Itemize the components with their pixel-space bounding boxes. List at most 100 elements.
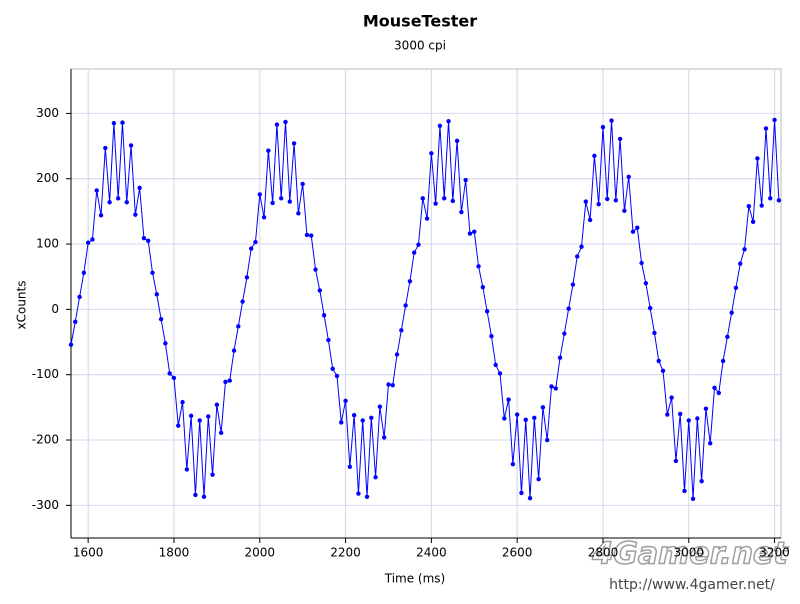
data-point bbox=[738, 261, 743, 266]
data-point bbox=[309, 233, 314, 238]
data-point bbox=[291, 141, 297, 146]
data-point bbox=[218, 430, 224, 436]
data-point bbox=[587, 217, 593, 223]
data-point bbox=[343, 398, 348, 404]
y-tick-label: -200 bbox=[32, 433, 59, 447]
data-point bbox=[759, 203, 764, 208]
data-point bbox=[163, 341, 168, 346]
data-point bbox=[128, 143, 134, 148]
data-point bbox=[266, 148, 271, 153]
data-point bbox=[613, 198, 619, 203]
data-point bbox=[750, 219, 756, 225]
data-point bbox=[424, 216, 430, 221]
data-point bbox=[630, 229, 636, 234]
data-point bbox=[188, 413, 194, 419]
data-point bbox=[703, 406, 709, 411]
data-point bbox=[158, 316, 164, 322]
data-point bbox=[77, 294, 82, 300]
data-point bbox=[712, 385, 717, 390]
data-point bbox=[755, 156, 760, 161]
data-point bbox=[669, 395, 674, 400]
watermark-logo: 4Gamer.net bbox=[591, 537, 789, 572]
data-point bbox=[708, 441, 713, 446]
data-point bbox=[433, 201, 438, 206]
data-point bbox=[270, 200, 275, 206]
x-axis-label: Time (ms) bbox=[384, 572, 446, 586]
data-point bbox=[622, 208, 627, 213]
data-point bbox=[103, 145, 108, 151]
data-point bbox=[381, 435, 387, 440]
data-point bbox=[484, 309, 490, 314]
data-point bbox=[656, 358, 661, 364]
data-point bbox=[201, 494, 207, 500]
y-tick-label: 300 bbox=[36, 106, 59, 120]
data-point bbox=[699, 478, 704, 484]
data-point bbox=[351, 412, 357, 418]
data-point bbox=[583, 199, 589, 204]
x-tick-label: 1800 bbox=[159, 546, 190, 560]
data-point bbox=[467, 231, 473, 236]
data-point bbox=[214, 402, 220, 407]
data-point bbox=[313, 267, 318, 272]
data-point bbox=[210, 472, 215, 477]
data-point bbox=[695, 416, 700, 421]
data-point bbox=[171, 375, 177, 381]
x-tick-label: 2000 bbox=[244, 546, 275, 560]
data-point bbox=[248, 246, 254, 251]
data-point bbox=[317, 288, 323, 293]
data-point bbox=[133, 212, 138, 217]
data-point bbox=[137, 185, 142, 191]
data-point bbox=[626, 174, 631, 179]
data-point bbox=[605, 196, 610, 202]
data-point bbox=[763, 126, 769, 131]
data-point bbox=[742, 247, 747, 252]
data-point bbox=[536, 477, 541, 482]
data-point bbox=[360, 418, 365, 423]
data-point bbox=[394, 352, 400, 357]
data-point bbox=[120, 120, 125, 125]
data-point bbox=[180, 399, 185, 405]
data-point bbox=[566, 306, 571, 311]
data-point bbox=[493, 362, 498, 368]
data-point bbox=[167, 371, 172, 376]
data-point bbox=[639, 260, 644, 266]
data-point bbox=[364, 494, 370, 500]
data-point bbox=[446, 119, 451, 124]
data-point bbox=[480, 284, 486, 290]
y-axis-label: xCounts bbox=[15, 281, 29, 330]
data-point bbox=[677, 411, 683, 417]
data-point bbox=[437, 123, 443, 129]
data-point bbox=[386, 382, 391, 387]
data-point bbox=[506, 397, 511, 402]
data-point bbox=[442, 196, 447, 201]
data-point bbox=[450, 198, 456, 204]
y-tick-label: -100 bbox=[32, 367, 59, 381]
data-point bbox=[407, 279, 413, 284]
data-point bbox=[206, 414, 211, 419]
data-point bbox=[176, 423, 181, 428]
data-point bbox=[579, 244, 584, 249]
data-point bbox=[253, 239, 258, 245]
data-point bbox=[257, 192, 262, 197]
data-point bbox=[399, 328, 404, 333]
data-point bbox=[68, 342, 74, 347]
data-point bbox=[94, 188, 99, 193]
data-point bbox=[107, 200, 112, 205]
data-point bbox=[476, 264, 481, 269]
plot-area bbox=[70, 68, 782, 539]
data-point bbox=[347, 464, 353, 470]
y-tick-label: 200 bbox=[36, 171, 59, 185]
data-point bbox=[81, 270, 87, 275]
data-point bbox=[544, 437, 550, 443]
data-point bbox=[600, 124, 606, 130]
data-point bbox=[403, 303, 408, 308]
data-point bbox=[73, 319, 78, 324]
y-tick-label: -300 bbox=[32, 498, 59, 512]
data-point bbox=[154, 292, 160, 297]
data-point bbox=[592, 153, 597, 159]
data-point bbox=[575, 254, 580, 259]
data-point bbox=[90, 237, 95, 242]
data-point bbox=[261, 215, 267, 220]
data-point bbox=[716, 390, 721, 396]
